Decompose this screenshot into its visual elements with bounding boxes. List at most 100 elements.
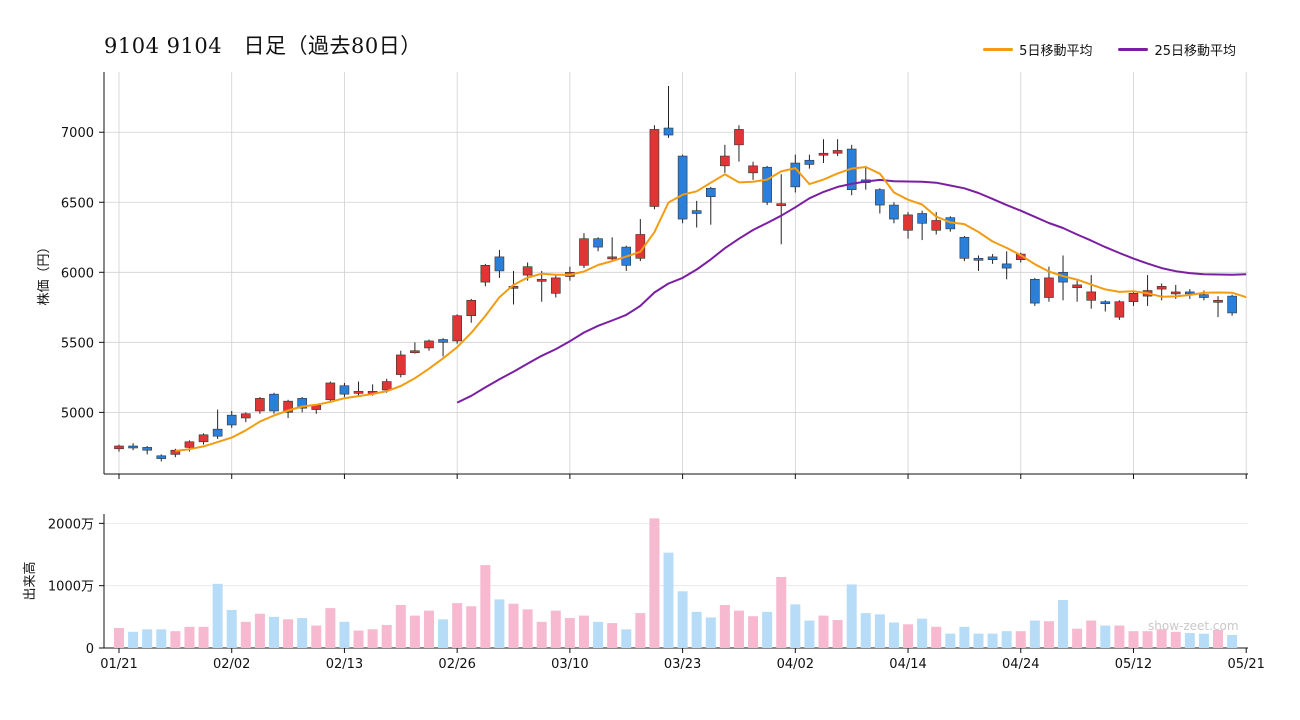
volume-bar [1142,631,1153,648]
x-tick-label: 04/24 [1002,657,1039,672]
volume-bar [719,604,730,648]
volume-bar [691,611,702,648]
candle-body [959,236,970,259]
volume-bar [748,616,759,648]
candle-body [677,155,688,220]
candle-body [508,286,519,289]
candle-body [353,391,364,394]
volume-bar [142,629,153,648]
volume-bar [1058,600,1069,648]
candle-body [1185,291,1195,295]
candle-body [804,159,815,165]
volume-bar [114,628,124,648]
candle-body [1114,301,1125,318]
candle-body [593,238,603,248]
candle-body [128,445,138,449]
ma25-line [456,178,1247,404]
x-tick-label: 04/14 [889,657,926,672]
candle-body [550,277,561,294]
candle-body [325,382,336,401]
volume-bar [311,625,322,648]
volume-y-axis-label: 出来高 [22,561,38,600]
candle-body [903,214,913,231]
volume-bar [480,565,491,648]
x-tick-label: 02/26 [438,657,475,672]
volume-bar [226,609,237,648]
candle-body [212,428,223,437]
volume-bar [578,615,589,648]
candle-body [776,203,787,206]
candle-body [1030,279,1040,304]
volume-bar [1184,633,1195,648]
volume-bar [790,604,801,648]
candle-body [142,447,152,451]
candle-body [875,189,885,206]
volume-tick-label: 1000万 [48,580,94,595]
volume-bar [240,621,251,648]
candle-body [1100,301,1111,305]
volume-bar [1213,629,1224,648]
volume-bar [973,633,984,648]
volume-bar [860,613,871,648]
volume-bar [339,621,350,648]
candle-body [818,152,829,156]
candle-body [691,210,702,214]
volume-bar [423,610,434,648]
volume-bar [959,626,970,648]
candle-body [241,413,251,419]
volume-bar [762,611,773,648]
candle-body [607,256,617,260]
candle-body [480,264,491,283]
volume-bar [945,633,956,648]
candle-body [1072,284,1082,289]
volume-bar [593,621,604,648]
candle-body [734,129,744,146]
volume-bar [733,610,744,648]
candle-body [1170,291,1181,295]
legend-item-ma25: 25日移動平均 [1118,40,1236,59]
candle-body [790,162,801,188]
legend-label-ma5: 5日移動平均 [1019,44,1093,59]
watermark: show-zeet.com [1148,619,1239,633]
volume-bar [705,617,716,648]
volume-bar [550,610,561,648]
volume-bar [1100,625,1111,648]
candle-body [297,398,307,409]
price-y-axis-label: 株価（円） [37,240,52,305]
x-tick-label: 03/23 [664,657,701,672]
candle-body [1213,300,1223,303]
candle-body [1001,263,1012,269]
volume-bar [156,629,167,648]
candle-body [973,257,984,261]
price-tick-label: 6500 [61,196,94,211]
candle-body [705,187,716,197]
candle-body [889,204,899,220]
volume-bar [818,615,829,648]
volume-tick-label: 0 [86,642,94,657]
ma5-line [175,166,1247,452]
volume-bar [494,599,505,648]
candle-body [255,398,265,412]
candle-body [536,279,547,282]
volume-bar [1128,631,1139,648]
x-tick-label: 03/10 [551,657,588,672]
candle-body [748,165,758,174]
volume-bar [1170,631,1181,648]
volume-bar [776,576,787,648]
x-tick-label: 04/02 [777,657,814,672]
volume-tick-label: 2000万 [48,517,94,532]
volume-bar [353,630,364,648]
price-tick-label: 6000 [61,266,94,281]
candle-body [438,339,448,343]
candle-body [339,385,350,395]
volume-bar [381,624,392,648]
candle-body [269,393,279,412]
candle-body [395,354,406,375]
volume-bar [297,618,308,648]
volume-bar [170,631,181,648]
volume-bar [1227,634,1238,648]
chart-legend: 5日移動平均 25日移動平均 [983,40,1236,59]
legend-swatch-ma25 [1118,48,1149,51]
volume-bar [508,603,519,648]
legend-label-ma25: 25日移動平均 [1154,44,1236,59]
